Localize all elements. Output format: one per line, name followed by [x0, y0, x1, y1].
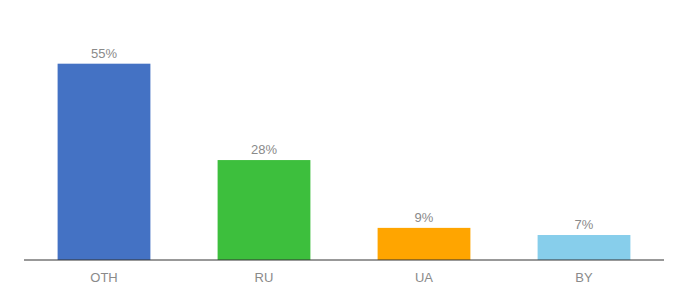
data-label: 28%: [251, 142, 277, 157]
bars: [58, 64, 631, 260]
chart-svg: 55% 28% 9% 7% OTH RU UA BY: [0, 0, 680, 300]
chart-container: 55% 28% 9% 7% OTH RU UA BY: [0, 0, 680, 300]
x-axis-line: [24, 260, 664, 261]
bar: [218, 160, 311, 260]
x-tick-label: OTH: [90, 270, 117, 285]
bar: [58, 64, 151, 260]
data-label: 7%: [575, 217, 594, 232]
x-tick-label: BY: [575, 270, 593, 285]
x-tick-label: RU: [255, 270, 274, 285]
data-label: 9%: [415, 210, 434, 225]
x-tick-label: UA: [415, 270, 433, 285]
bar: [378, 228, 471, 260]
data-label: 55%: [91, 46, 117, 61]
bar: [538, 235, 631, 260]
